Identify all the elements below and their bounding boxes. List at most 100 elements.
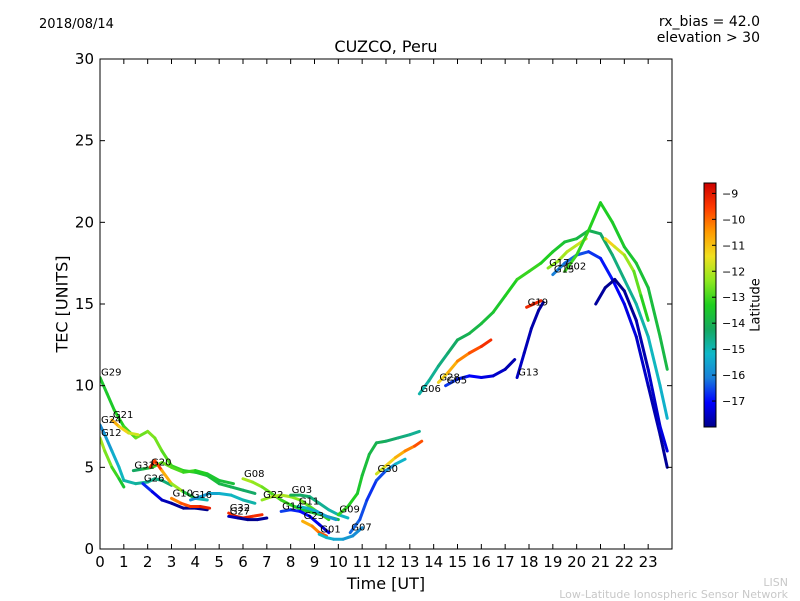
series-label-g13: G13 (518, 368, 538, 379)
series-g12 (100, 436, 126, 489)
series-segment (117, 465, 126, 482)
series-segment (646, 367, 662, 428)
series-segment (205, 472, 221, 482)
x-tick-label: 8 (286, 553, 296, 571)
series-segment (622, 278, 638, 306)
rx-bias-label: rx_bias = 42.0 (658, 14, 760, 30)
series-unlabeled-30 (603, 237, 650, 322)
series-segment (610, 278, 626, 306)
series-g28 (436, 338, 493, 384)
series-segment (515, 269, 531, 281)
series-segment (503, 278, 519, 298)
y-tick-label: 10 (75, 377, 94, 395)
series-segment (198, 491, 212, 499)
series-label-g06: G06 (420, 384, 440, 395)
series-g29 (100, 376, 257, 495)
series-label-g21: G21 (113, 410, 133, 421)
series-segment (529, 309, 541, 330)
series-segment (479, 374, 495, 379)
x-tick-label: 16 (472, 553, 491, 571)
series-segment (260, 495, 274, 502)
series-segment (127, 431, 140, 437)
series-segment (170, 482, 185, 494)
series-segment (408, 429, 421, 437)
series-segment (479, 338, 493, 348)
series-segment (131, 467, 145, 473)
series-segment (103, 433, 114, 453)
series-segment (522, 327, 533, 355)
series-segment (599, 201, 614, 224)
x-tick-label: 13 (400, 553, 419, 571)
series-segment (603, 278, 617, 290)
series-segment (100, 436, 107, 453)
series-segment (270, 493, 283, 499)
series-segment (467, 374, 483, 379)
series-segment (622, 245, 638, 265)
series-segment (289, 495, 302, 502)
series-segment (279, 498, 293, 507)
series-segment (103, 449, 114, 469)
series-segment (160, 469, 173, 486)
series-segment (341, 534, 355, 541)
x-tick-label: 17 (496, 553, 515, 571)
x-axis-label: Time [UT] (346, 574, 426, 593)
series-segment (646, 384, 662, 437)
series-label-g26: G26 (144, 474, 164, 485)
series-segment (503, 358, 517, 371)
series-segment (301, 519, 314, 528)
axes: 0 1 2 3 4 5 6 7 8 9 10 11 12 13 14 15 16 17 18 19 20 21 22 2305… (75, 50, 672, 571)
series-segment (632, 269, 643, 298)
series-segment (301, 508, 316, 515)
series-segment (587, 201, 602, 232)
series-segment (227, 514, 240, 520)
series-segment (117, 477, 126, 489)
series-segment (110, 465, 121, 481)
series-g06 (417, 229, 669, 420)
series-segment (384, 436, 400, 443)
series-segment (327, 508, 340, 517)
series-layer (100, 201, 669, 541)
elevation-label: elevation > 30 (656, 30, 760, 46)
series-segment (563, 237, 579, 244)
series-segment (658, 384, 669, 420)
colorbar-tick-label: −10 (722, 213, 745, 226)
series-segment (527, 261, 543, 273)
series-segment (217, 482, 233, 489)
series-segment (622, 253, 636, 273)
series-segment (603, 237, 617, 249)
series-segment (160, 449, 173, 468)
series-segment (613, 245, 626, 257)
series-segment (367, 441, 378, 456)
series-segment (436, 351, 450, 368)
series-segment (305, 506, 319, 513)
series-segment (308, 495, 321, 505)
series-label-g08: G08 (244, 469, 264, 480)
series-label-g29: G29 (101, 368, 121, 379)
series-segment (563, 253, 579, 273)
x-tick-label: 12 (376, 553, 395, 571)
series-label-g01: G01 (320, 524, 340, 535)
series-label-g22: G22 (263, 490, 283, 501)
series-segment (317, 523, 331, 535)
colorbar-tick-label: −14 (722, 317, 745, 330)
series-segment (587, 229, 602, 236)
colorbar-tick-label: −9 (722, 187, 738, 200)
series-segment (594, 286, 607, 306)
series-segment (298, 509, 312, 518)
series-segment (622, 302, 638, 339)
y-tick-label: 30 (75, 50, 94, 68)
series-segment (467, 322, 483, 335)
series-segment (193, 506, 209, 512)
series-label-g03: G03 (292, 485, 312, 496)
x-tick-label: 9 (310, 553, 320, 571)
series-g30 (374, 439, 424, 476)
series-g05 (444, 358, 517, 388)
series-g09 (336, 429, 421, 517)
series-segment (198, 505, 212, 510)
series-segment (599, 232, 614, 257)
series-segment (634, 302, 650, 339)
x-tick-label: 22 (615, 553, 634, 571)
series-segment (396, 433, 412, 440)
series-segment (308, 514, 321, 526)
